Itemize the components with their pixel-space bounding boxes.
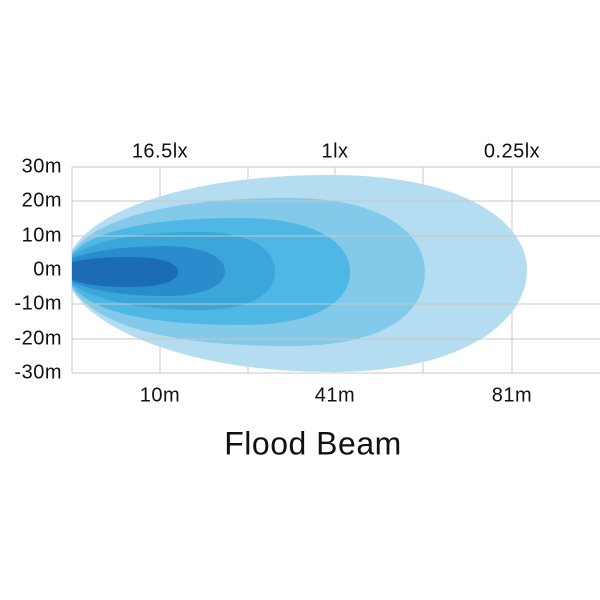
title: Flood Beam xyxy=(224,425,402,461)
x-axis-label: 81m xyxy=(492,384,532,406)
y-axis-label: -20m xyxy=(14,327,62,349)
y-axis-label: -10m xyxy=(14,292,62,314)
y-axis-label: 10m xyxy=(22,224,62,246)
beam-core xyxy=(72,257,178,287)
beam-pattern xyxy=(72,175,527,372)
y-axis-label: -30m xyxy=(14,361,62,383)
x-axis-label: 41m xyxy=(315,384,355,406)
y-axis-label: 0m xyxy=(33,258,62,280)
y-axis-label: 30m xyxy=(22,155,62,177)
x-axis-label: 10m xyxy=(140,384,180,406)
y-axis-label: 20m xyxy=(22,189,62,211)
lux-label: 16.5lx xyxy=(132,140,188,162)
lux-label: 1lx xyxy=(321,140,348,162)
lux-label: 0.25lx xyxy=(484,140,540,162)
